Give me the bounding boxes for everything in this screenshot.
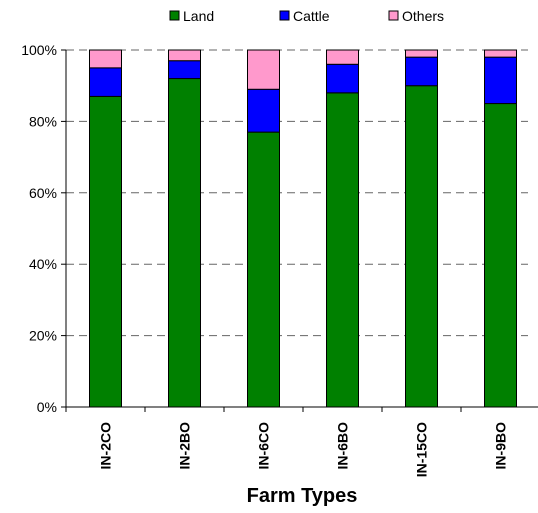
- bar-segment-cattle: [326, 63, 359, 94]
- y-tick-label: 80%: [29, 113, 57, 129]
- legend-swatch-others: [388, 10, 399, 21]
- bar-segment-land: [326, 92, 359, 408]
- x-tick-label: IN-15CO: [414, 422, 430, 477]
- bars: [89, 49, 517, 408]
- x-tick-label: IN-2CO: [98, 422, 114, 470]
- bar-segment-cattle: [168, 60, 201, 80]
- bar-segment-others: [326, 49, 359, 65]
- x-tick-label: IN-6BO: [335, 422, 351, 470]
- bar-segment-others: [168, 49, 201, 62]
- bar-segment-others: [484, 49, 517, 58]
- legend-swatch-cattle: [279, 10, 290, 21]
- bar-segment-cattle: [405, 56, 438, 87]
- axes: [61, 49, 538, 412]
- y-tick-labels: 0% 20% 40% 60% 80% 100%: [21, 42, 57, 415]
- y-tick-label: 0%: [37, 399, 57, 415]
- bar-segment-cattle: [89, 67, 122, 97]
- x-tick-label: IN-6CO: [256, 422, 272, 470]
- bar-segment-others: [247, 49, 280, 90]
- bar-segment-land: [247, 131, 280, 408]
- legend: Land Cattle Others: [169, 8, 444, 24]
- y-tick-label: 20%: [29, 328, 57, 344]
- gridlines: [66, 49, 528, 337]
- x-tick-labels: IN-2CO IN-2BO IN-6CO IN-6BO IN-15CO IN-9BO: [98, 422, 509, 477]
- bar-segment-land: [484, 103, 517, 408]
- legend-label-cattle: Cattle: [293, 8, 330, 24]
- bar-segment-cattle: [247, 88, 280, 133]
- x-tick-label: IN-2BO: [177, 422, 193, 470]
- bar-segment-others: [89, 49, 122, 69]
- bar-segment-land: [405, 85, 438, 408]
- x-tick-label: IN-9BO: [493, 422, 509, 470]
- bar-segment-others: [405, 49, 438, 58]
- x-axis-title: Farm Types: [247, 485, 358, 507]
- legend-label-land: Land: [183, 8, 214, 24]
- legend-label-others: Others: [402, 8, 444, 24]
- legend-swatch-land: [169, 10, 180, 21]
- bar-segment-land: [89, 95, 122, 408]
- y-tick-label: 60%: [29, 185, 57, 201]
- y-tick-label: 40%: [29, 256, 57, 272]
- bar-segment-land: [168, 78, 201, 408]
- bar-segment-cattle: [484, 56, 517, 105]
- y-tick-label: 100%: [21, 42, 57, 58]
